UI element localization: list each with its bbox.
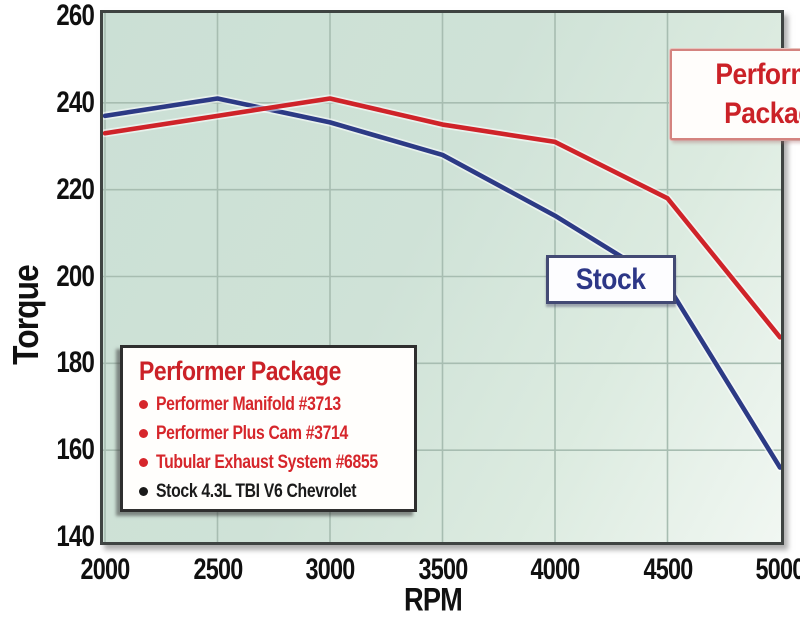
performer-callout-line2: Package	[723, 96, 800, 130]
y-tick-label: 240	[56, 85, 94, 119]
performer-package-callout: Performer Package	[670, 49, 800, 140]
legend-item-label: Performer Plus Cam #3714	[156, 422, 348, 444]
stock-callout-label: Stock	[576, 262, 646, 296]
legend-item-label: Tubular Exhaust System #6855	[156, 451, 378, 473]
x-tick-label: 2500	[193, 553, 243, 586]
legend-bullet-icon	[139, 429, 148, 438]
performer-callout-line1: Performer	[714, 58, 800, 92]
x-tick-label: 4000	[530, 553, 581, 586]
legend-item: Performer Manifold #3713	[139, 390, 404, 419]
legend-item: Stock 4.3L TBI V6 Chevrolet	[139, 477, 404, 506]
y-tick-label: 140	[56, 520, 94, 553]
y-tick-label: 160	[56, 433, 94, 467]
legend-item: Performer Plus Cam #3714	[139, 419, 404, 448]
legend-item: Tubular Exhaust System #6855	[139, 448, 404, 477]
x-tick-label: 4500	[643, 553, 693, 586]
x-tick-label: 3500	[418, 553, 468, 586]
x-tick-label: 3000	[305, 553, 356, 586]
legend-bullet-icon	[139, 400, 148, 409]
legend-title: Performer Package	[139, 356, 341, 386]
legend-box: Performer Package Performer Manifold #37…	[120, 345, 417, 512]
series-line-performer-package	[103, 96, 781, 340]
legend-bullet-icon	[139, 458, 148, 467]
legend-bullet-icon	[139, 487, 148, 496]
x-tick-label: 5000	[755, 553, 800, 586]
legend-item-label: Stock 4.3L TBI V6 Chevrolet	[156, 480, 357, 502]
legend-items: Performer Manifold #3713 Performer Plus C…	[139, 390, 404, 506]
y-tick-label: 180	[56, 346, 94, 380]
x-axis-title: RPM	[404, 581, 463, 618]
y-tick-label: 200	[56, 259, 94, 293]
stock-callout: Stock	[546, 255, 676, 304]
y-tick-label: 220	[56, 172, 94, 206]
x-tick-label: 2000	[80, 553, 131, 586]
y-tick-label: 260	[56, 0, 94, 32]
legend-item-label: Performer Manifold #3713	[156, 393, 341, 415]
